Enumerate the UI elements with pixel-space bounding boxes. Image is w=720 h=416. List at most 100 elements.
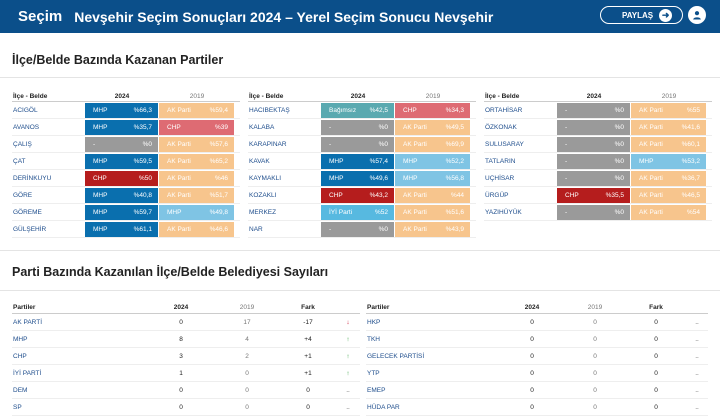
- party-name-link[interactable]: DEM: [13, 386, 28, 394]
- district-name-link[interactable]: ÇAT: [13, 158, 26, 165]
- district-row[interactable]: ACIGÖL MHP %66,3 AK Parti %59,4: [12, 103, 240, 119]
- arrow-right-icon: ➜: [659, 8, 673, 22]
- column-header-district: İlçe - Belde: [485, 92, 520, 100]
- column-header-diff: Fark: [301, 304, 315, 311]
- district-row[interactable]: NAR - %0 AK Parti %43,9: [248, 222, 476, 238]
- district-name-link[interactable]: KOZAKLI: [249, 192, 277, 199]
- district-row[interactable]: ÖZKONAK - %0 AK Parti %41,6: [484, 120, 712, 136]
- vote-share-2024: %50: [138, 175, 152, 182]
- trend-flat-icon: ..: [346, 403, 350, 411]
- column-header-2019: 2019: [661, 92, 677, 100]
- district-name-link[interactable]: AVANOS: [13, 124, 40, 131]
- column-header-district: İlçe - Belde: [249, 92, 284, 100]
- party-name-link[interactable]: SP: [13, 403, 22, 411]
- party-row: GELECEK PARTİSİ 0 0 0..: [366, 348, 708, 365]
- vote-share-2019: %59,4: [209, 107, 228, 114]
- result-2019-cell: AK Parti %44: [395, 188, 470, 203]
- district-row[interactable]: ÜRGÜP CHP %35,5 AK Parti %46,5: [484, 188, 712, 204]
- district-name-link[interactable]: GÖRE: [13, 192, 33, 199]
- result-2019-cell: AK Parti %51,7: [159, 188, 234, 203]
- district-name-link[interactable]: KAVAK: [249, 158, 270, 165]
- district-row[interactable]: MERKEZ İYİ Parti %52 AK Parti %51,6: [248, 205, 476, 221]
- district-row[interactable]: SULUSARAY - %0 AK Parti %60,1: [484, 137, 712, 153]
- district-name-link[interactable]: KARAPINAR: [249, 141, 287, 148]
- vote-share-2024: %43,2: [369, 192, 388, 199]
- district-name-link[interactable]: ORTAHİSAR: [485, 107, 523, 114]
- share-button[interactable]: PAYLAŞ ➜: [600, 6, 683, 24]
- district-name-link[interactable]: ÜRGÜP: [485, 192, 509, 199]
- district-row[interactable]: ÇALIŞ - %0 AK Parti %57,6: [12, 137, 240, 153]
- vote-share-2024: %0: [614, 141, 624, 148]
- party-name-link[interactable]: AK PARTİ: [13, 318, 43, 326]
- user-account-button[interactable]: [688, 6, 706, 24]
- district-row[interactable]: GÖREME MHP %59,7 MHP %49,8: [12, 205, 240, 221]
- district-name-link[interactable]: KAYMAKLI: [249, 175, 282, 182]
- result-2019-cell: AK Parti %54: [631, 205, 706, 220]
- district-name-link[interactable]: SULUSARAY: [485, 141, 524, 148]
- district-row[interactable]: TATLARIN - %0 MHP %53,2: [484, 154, 712, 170]
- district-name-link[interactable]: TATLARIN: [485, 158, 516, 165]
- district-row[interactable]: KOZAKLI CHP %43,2 AK Parti %44: [248, 188, 476, 204]
- vote-share-2019: %41,6: [681, 124, 700, 131]
- winner-party-2019: CHP: [167, 124, 181, 131]
- page-title: Nevşehir Seçim Sonuçları 2024 – Yerel Se…: [74, 8, 494, 25]
- party-name-link[interactable]: HÜDA PAR: [367, 403, 400, 411]
- count-2024: 0: [530, 386, 534, 394]
- district-row[interactable]: KAYMAKLI MHP %49,6 MHP %56,8: [248, 171, 476, 187]
- party-name-link[interactable]: TKH: [367, 335, 380, 343]
- winner-party-2024: -: [565, 175, 568, 182]
- district-row[interactable]: UÇHİSAR - %0 AK Parti %36,7: [484, 171, 712, 187]
- trend-flat-icon: ..: [695, 386, 699, 394]
- party-name-link[interactable]: GELECEK PARTİSİ: [367, 352, 425, 360]
- district-name-link[interactable]: UÇHİSAR: [485, 175, 515, 182]
- result-2024-cell: CHP %43,2: [321, 188, 394, 203]
- district-row[interactable]: GÖRE MHP %40,8 AK Parti %51,7: [12, 188, 240, 204]
- vote-share-2024: %0: [614, 124, 624, 131]
- count-diff: 0: [654, 386, 658, 394]
- count-2024: 0: [530, 403, 534, 411]
- count-2024: 8: [179, 335, 183, 343]
- district-name-link[interactable]: YAZIHÜYÜK: [485, 209, 522, 216]
- result-2019-cell: AK Parti %46,5: [631, 188, 706, 203]
- district-name-link[interactable]: ÇALIŞ: [13, 141, 32, 148]
- district-row[interactable]: AVANOS MHP %35,7 CHP %39: [12, 120, 240, 136]
- party-name-link[interactable]: YTP: [367, 369, 380, 377]
- district-row[interactable]: ÇAT MHP %59,5 AK Parti %65,2: [12, 154, 240, 170]
- district-name-link[interactable]: ACIGÖL: [13, 107, 38, 114]
- winner-party-2019: MHP: [167, 209, 182, 216]
- site-logo[interactable]: Seçim: [18, 8, 63, 25]
- count-2024: 0: [530, 369, 534, 377]
- count-2024: 0: [179, 386, 183, 394]
- district-name-link[interactable]: DERİNKUYU: [13, 175, 52, 182]
- party-name-link[interactable]: MHP: [13, 335, 28, 343]
- district-name-link[interactable]: GÜLŞEHİR: [13, 226, 47, 233]
- party-name-link[interactable]: HKP: [367, 318, 381, 326]
- district-row[interactable]: HACIBEKTAŞ Bağımsız %42,5 CHP %34,3: [248, 103, 476, 119]
- district-grid-header: İlçe - Belde 2024 2019: [484, 91, 712, 102]
- district-row[interactable]: KARAPINAR - %0 AK Parti %69,9: [248, 137, 476, 153]
- district-name-link[interactable]: KALABA: [249, 124, 275, 131]
- district-row[interactable]: KAVAK MHP %57,4 MHP %52,2: [248, 154, 476, 170]
- district-row[interactable]: ORTAHİSAR - %0 AK Parti %55: [484, 103, 712, 119]
- districts-section-title: İlçe/Belde Bazında Kazanan Partiler: [12, 53, 224, 67]
- arrow-up-icon: ↑: [346, 369, 350, 377]
- district-row[interactable]: DERİNKUYU CHP %50 AK Parti %46: [12, 171, 240, 187]
- party-name-link[interactable]: CHP: [13, 352, 27, 360]
- column-header-2024: 2024: [114, 92, 130, 100]
- district-name-link[interactable]: GÖREME: [13, 209, 42, 216]
- district-name-link[interactable]: HACIBEKTAŞ: [249, 107, 290, 114]
- column-header-2024: 2024: [586, 92, 602, 100]
- district-grid-column-2: İlçe - Belde 2024 2019 HACIBEKTAŞ Bağımsız %4…: [248, 91, 476, 238]
- district-name-link[interactable]: NAR: [249, 226, 263, 233]
- district-name-link[interactable]: ÖZKONAK: [485, 124, 517, 131]
- result-2024-cell: MHP %57,4: [321, 154, 394, 169]
- party-name-link[interactable]: EMEP: [367, 386, 386, 394]
- district-row[interactable]: YAZIHÜYÜK - %0 AK Parti %54: [484, 205, 712, 221]
- result-2019-cell: AK Parti %36,7: [631, 171, 706, 186]
- district-name-link[interactable]: MERKEZ: [249, 209, 277, 216]
- district-row[interactable]: KALABA - %0 AK Parti %49,5: [248, 120, 476, 136]
- party-name-link[interactable]: İYİ PARTİ: [13, 369, 42, 377]
- district-row[interactable]: GÜLŞEHİR MHP %61,1 AK Parti %46,6: [12, 222, 240, 238]
- result-2024-cell: - %0: [321, 137, 394, 152]
- section-divider: [0, 290, 720, 291]
